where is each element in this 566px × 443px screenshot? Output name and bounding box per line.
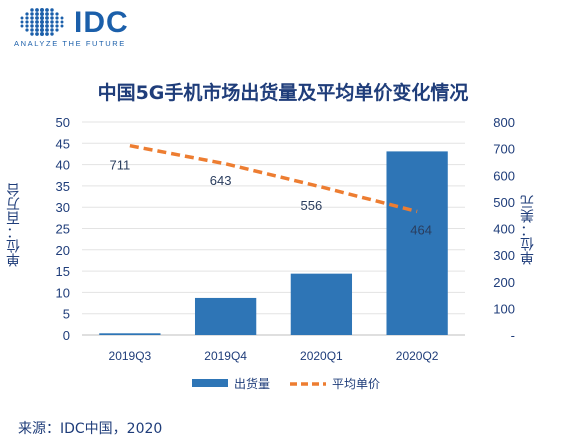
price-data-label: 464: [410, 222, 432, 237]
globe-dot: [40, 28, 44, 32]
globe-dot: [45, 8, 49, 12]
x-category-label: 2019Q3: [109, 349, 152, 363]
y-left-tick-label: 10: [56, 285, 70, 300]
globe-dot: [60, 20, 64, 24]
idc-logo: IDC ANALYZE THE FUTURE: [14, 6, 154, 48]
globe-dot: [30, 24, 34, 28]
globe-dot: [35, 16, 39, 20]
globe-dot: [45, 24, 49, 28]
logo-wordmark: IDC: [74, 6, 129, 39]
globe-dot: [30, 20, 34, 24]
y-right-tick-label: 800: [493, 115, 515, 130]
y-right-tick-label: 400: [493, 222, 515, 237]
logo-tagline: ANALYZE THE FUTURE: [14, 39, 126, 48]
globe-dot: [35, 12, 39, 16]
y-left-tick-label: 45: [56, 136, 70, 151]
globe-dot: [55, 28, 59, 32]
globe-dot: [30, 28, 34, 32]
globe-dot: [25, 28, 29, 32]
chart-title: 中国5G手机市场出货量及平均单价变化情况: [97, 82, 469, 104]
globe-dot: [60, 24, 64, 28]
globe-dot: [45, 20, 49, 24]
legend-swatch-shipments: [192, 379, 228, 387]
legend-label-shipments: 出货量: [234, 376, 270, 391]
globe-dot: [30, 32, 34, 36]
globe-dot: [30, 16, 34, 20]
globe-dot: [35, 24, 39, 28]
globe-dot: [40, 32, 44, 36]
globe-dot: [25, 16, 29, 20]
globe-dot: [35, 32, 39, 36]
globe-dot: [30, 8, 34, 12]
x-category-label: 2020Q1: [300, 349, 343, 363]
globe-dot: [50, 8, 54, 12]
bar-2019Q4: [194, 297, 257, 335]
y-left-tick-label: 30: [56, 200, 70, 215]
y-left-tick-label: 40: [56, 158, 70, 173]
globe-dot: [50, 16, 54, 20]
y-right-tick-label: -: [511, 328, 515, 343]
y-left-tick-label: 50: [56, 115, 70, 130]
globe-dot: [20, 20, 24, 24]
globe-icon: [20, 8, 64, 36]
globe-dot: [45, 32, 49, 36]
y-left-tick-label: 20: [56, 243, 70, 258]
globe-dot: [25, 12, 29, 16]
globe-dot: [60, 16, 64, 20]
y-left-tick-label: 0: [63, 328, 70, 343]
y-right-tick-label: 600: [493, 168, 515, 183]
globe-dot: [50, 32, 54, 36]
globe-dot: [50, 28, 54, 32]
globe-dot: [45, 12, 49, 16]
y-left-tick-label: 35: [56, 179, 70, 194]
globe-dot: [35, 28, 39, 32]
globe-dot: [20, 24, 24, 28]
globe-dot: [25, 24, 29, 28]
bar-2019Q3: [99, 333, 161, 335]
globe-dot: [20, 16, 24, 20]
price-data-label: 556: [301, 198, 323, 213]
globe-dot: [45, 28, 49, 32]
price-data-label: 711: [110, 158, 131, 173]
globe-dot: [35, 20, 39, 24]
y-left-tick-label: 5: [63, 307, 70, 322]
globe-dot: [40, 16, 44, 20]
globe-dot: [55, 24, 59, 28]
y-left-tick-label: 15: [56, 264, 70, 279]
y-right-tick-label: 700: [493, 142, 515, 157]
y-right-tick-label: 100: [493, 301, 515, 316]
globe-dot: [50, 24, 54, 28]
y-left-tick-label: 25: [56, 222, 70, 237]
globe-dot: [40, 20, 44, 24]
y-right-tick-label: 500: [493, 195, 515, 210]
price-data-label: 643: [210, 173, 232, 188]
globe-dot: [30, 12, 34, 16]
globe-dot: [40, 12, 44, 16]
bar-2020Q2: [386, 151, 448, 335]
globe-dot: [40, 8, 44, 12]
globe-dot: [25, 20, 29, 24]
source-note: 来源：IDC中国，2020: [18, 421, 163, 437]
globe-dot: [40, 24, 44, 28]
bar-2020Q1: [290, 273, 353, 335]
globe-dot: [55, 16, 59, 20]
x-category-label: 2020Q2: [396, 349, 439, 363]
globe-dot: [55, 12, 59, 16]
y-right-tick-label: 300: [493, 248, 515, 263]
price-line: [129, 143, 418, 214]
y-right-tick-label: 200: [493, 275, 515, 290]
x-category-label: 2019Q4: [204, 349, 247, 363]
globe-dot: [50, 20, 54, 24]
globe-dot: [45, 16, 49, 20]
globe-dot: [55, 20, 59, 24]
globe-dot: [35, 8, 39, 12]
legend-label-price: 平均单价: [332, 377, 380, 391]
globe-dot: [50, 12, 54, 16]
